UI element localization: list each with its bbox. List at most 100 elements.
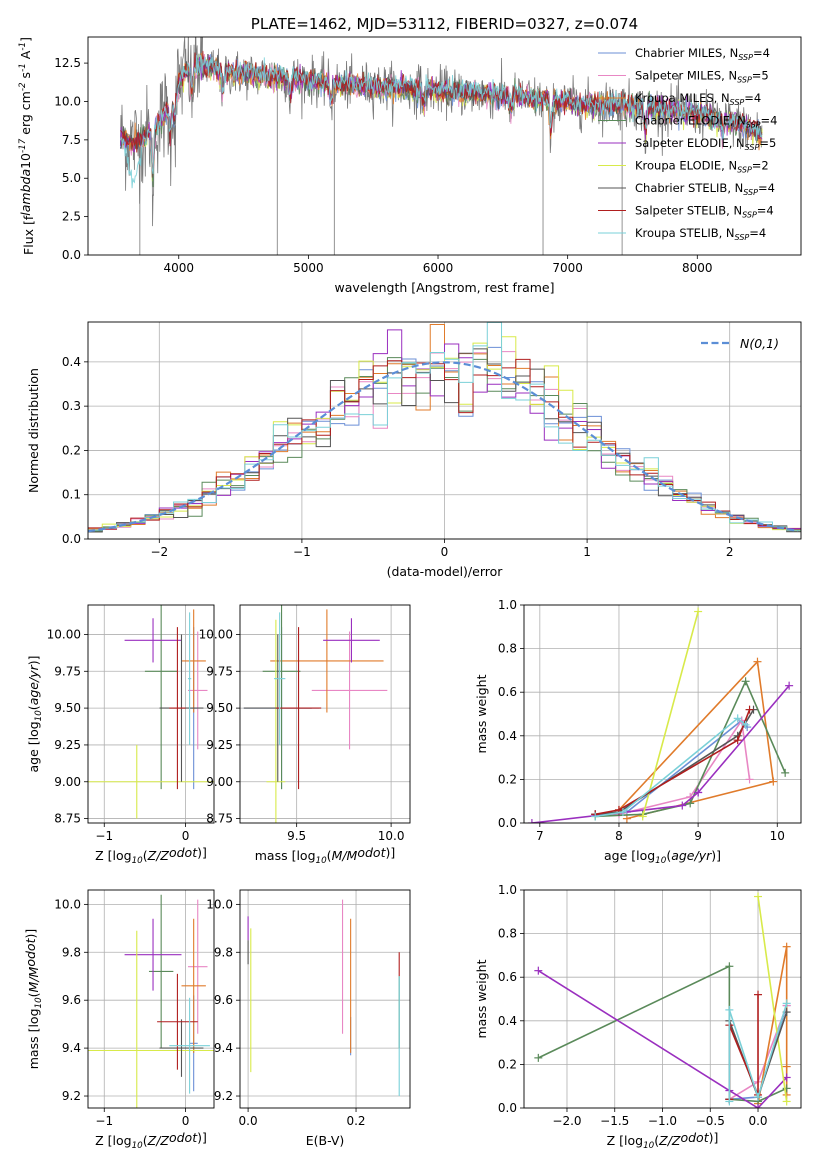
- weight_vs_age-frame: [523, 604, 802, 824]
- x-axis-label: wavelength [Angstrom, rest frame]: [334, 280, 554, 295]
- legend-entry: Chabrier MILES, NSSP=4: [635, 46, 770, 62]
- weight_vs_Z-frame: [523, 889, 802, 1109]
- x-tick-label: 9.5: [287, 829, 306, 843]
- mass_vs_ebv-frame: [239, 889, 411, 1109]
- y-tick-label: 9.8: [62, 945, 81, 959]
- y-axis-label: mass [log10(M/Modot)]: [23, 929, 44, 1070]
- weight-series-kroupa-miles: [754, 942, 791, 1108]
- y-tick-label: 9.50: [54, 701, 81, 715]
- x-tick-label: 0.2: [346, 1114, 365, 1128]
- weight-series-kroupa-stelib: [725, 999, 791, 1106]
- legend-entry: Kroupa STELIB, NSSP=4: [635, 226, 766, 242]
- x-tick-label: −1: [95, 1114, 113, 1128]
- errorbar-salpeter-miles: [187, 631, 208, 750]
- x-tick-label: 2: [726, 545, 734, 559]
- x-tick-label: 9: [694, 829, 702, 843]
- y-tick-label: 0.2: [498, 772, 517, 786]
- y-tick-label: 0.2: [498, 1057, 517, 1071]
- errorbar-kroupa-miles: [270, 609, 384, 713]
- y-tick-label: 9.6: [62, 993, 81, 1007]
- y-tick-label: 10.00: [47, 627, 81, 641]
- y-axis-label: mass weight: [474, 959, 489, 1038]
- errorbar-salpeter-elodie: [323, 618, 380, 663]
- errorbar-salpeter-miles: [187, 899, 208, 1034]
- y-tick-label: 9.00: [54, 775, 81, 789]
- age_vs_Z-axes: −1 0 8.75 9.00 9.25 9.50 9.75 10.00 Z [log10(Z/Z…: [26, 605, 214, 866]
- errorbar-chabrier-elodie: [144, 605, 178, 790]
- errorbar-kroupa-stelib: [274, 612, 286, 745]
- residuals-axes: −2 −1 0 1 2 0.0 0.1 0.2 0.3 0.4 (data-model)/error…: [26, 322, 801, 579]
- weight-series-salpeter-elodie: [527, 681, 794, 823]
- x-tick-label: −2: [150, 545, 168, 559]
- errorbar-salpeter-stelib: [157, 973, 198, 1070]
- y-tick-label: 0.0: [62, 248, 81, 262]
- weight-series-salpeter-stelib: [725, 990, 763, 1104]
- age_vs_mass-frame: [239, 604, 411, 824]
- legend-entry: Kroupa ELODIE, NSSP=2: [635, 159, 769, 175]
- x-tick-label: −1: [293, 545, 311, 559]
- y-tick-label: 0.8: [498, 927, 517, 941]
- y-tick-label: 8.75: [54, 812, 81, 826]
- spectrum-axes: 4000 5000 6000 7000 8000 0.0 2.5 5.0 7.5 10.0 12.5…: [18, 37, 713, 295]
- x-axis-label: Z [log10(Z/Zodot)]: [607, 1130, 719, 1151]
- y-tick-label: 9.00: [206, 775, 233, 789]
- errorbar-salpeter-stelib: [169, 627, 186, 790]
- x-axis-label: age [log10(age/yr)]: [604, 848, 721, 866]
- x-tick-label: 10.0: [378, 829, 405, 843]
- errorbar-kroupa-miles: [181, 918, 206, 1053]
- residuals-plot: [88, 322, 801, 533]
- y-tick-label: 0.4: [498, 1014, 517, 1028]
- y-tick-label: 9.75: [206, 664, 233, 678]
- spectrum-frame: [87, 36, 802, 256]
- y-tick-label: 12.5: [54, 56, 81, 70]
- errorbar-kroupa-stelib: [187, 612, 192, 745]
- legend-entry: Chabrier ELODIE, NSSP=4: [635, 114, 777, 130]
- weight-series-kroupa-elodie: [754, 892, 791, 1106]
- y-tick-label: 0.6: [498, 685, 517, 699]
- errorbar-chabrier-stelib: [159, 1019, 204, 1077]
- errorbar-salpeter-stelib: [275, 627, 322, 790]
- y-tick-label: 9.4: [214, 1041, 233, 1055]
- y-tick-label: 9.2: [62, 1089, 81, 1103]
- y-tick-label: 0.1: [62, 488, 81, 502]
- spectrum-legend: Chabrier MILES, NSSP=4 Salpeter MILES, NS…: [598, 46, 777, 242]
- x-axis-label: Z [log10(Z/Zodot)]: [95, 845, 207, 866]
- y-tick-label: 9.25: [54, 738, 81, 752]
- x-tick-label: 6000: [423, 261, 454, 275]
- legend-entry: Kroupa MILES, NSSP=4: [635, 91, 761, 107]
- x-axis-label: Z [log10(Z/Zodot)]: [95, 1130, 207, 1151]
- x-tick-label: 0.0: [239, 1114, 258, 1128]
- x-tick-label: 0: [182, 829, 190, 843]
- errorbar-kroupa-stelib: [169, 997, 210, 1094]
- weight-series-salpeter-miles: [591, 716, 754, 819]
- y-tick-label: 1.0: [498, 883, 517, 897]
- y-tick-label: 9.4: [62, 1041, 81, 1055]
- weight_vs_Z-axes: −2.0 −1.5 −1.0 −0.5 0.0 0.0 0.2 0.4 0.6 0.8 1.0 Z […: [474, 883, 801, 1151]
- x-tick-label: 4000: [163, 261, 194, 275]
- x-tick-label: −1.0: [648, 1114, 677, 1128]
- age_vs_Z-frame: [87, 604, 215, 824]
- x-tick-label: −1.5: [600, 1114, 629, 1128]
- figure-title: PLATE=1462, MJD=53112, FIBERID=0327, z=0…: [251, 15, 638, 33]
- errorbar-kroupa-elodie: [88, 744, 214, 819]
- y-axis-label: Flux [flambda10-17 erg cm-2 s-1 A-1]: [18, 37, 36, 255]
- x-tick-label: 7: [536, 829, 544, 843]
- errorbar-kroupa-elodie: [266, 619, 286, 823]
- x-tick-label: 8: [615, 829, 623, 843]
- y-tick-label: 0.2: [62, 443, 81, 457]
- x-tick-label: −2.0: [552, 1114, 581, 1128]
- y-tick-label: 0.8: [498, 642, 517, 656]
- spectrum-plot: [119, 37, 763, 255]
- legend-entry: Salpeter MILES, NSSP=5: [635, 69, 769, 85]
- mass_vs_ebv-axes: 0.0 0.2 9.2 9.4 9.6 9.8 10.0 E(B-V): [206, 890, 410, 1148]
- x-tick-label: 7000: [552, 261, 583, 275]
- y-tick-label: 10.0: [54, 94, 81, 108]
- y-tick-label: 0.4: [62, 355, 81, 369]
- y-tick-label: 10.0: [54, 897, 81, 911]
- errorbar-kroupa-elodie: [88, 930, 214, 1108]
- y-tick-label: 9.6: [214, 993, 233, 1007]
- legend-entry: N(0,1): [740, 336, 779, 351]
- legend-entry: Salpeter ELODIE, NSSP=5: [635, 136, 776, 152]
- errorbar-chabrier-elodie: [262, 605, 301, 790]
- y-tick-label: 0.4: [498, 729, 517, 743]
